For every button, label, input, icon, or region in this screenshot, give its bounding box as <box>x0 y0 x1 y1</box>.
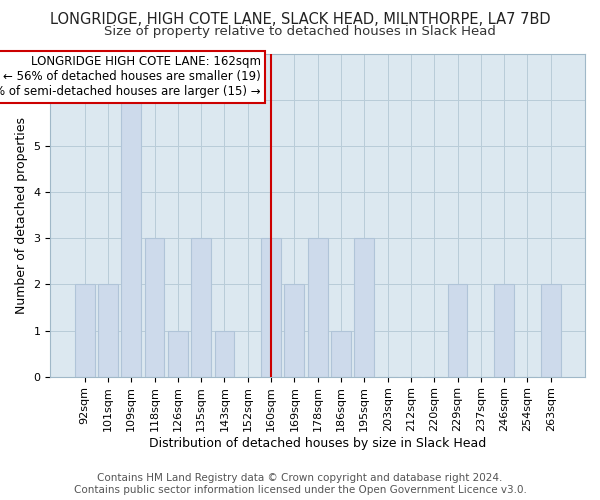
Bar <box>191 238 211 376</box>
Text: LONGRIDGE HIGH COTE LANE: 162sqm
← 56% of detached houses are smaller (19)
44% o: LONGRIDGE HIGH COTE LANE: 162sqm ← 56% o… <box>0 56 260 98</box>
Bar <box>541 284 561 376</box>
Bar <box>215 330 235 376</box>
Bar <box>121 100 141 376</box>
Bar <box>308 238 328 376</box>
Text: Contains HM Land Registry data © Crown copyright and database right 2024.
Contai: Contains HM Land Registry data © Crown c… <box>74 474 526 495</box>
Bar <box>261 238 281 376</box>
Bar <box>145 238 164 376</box>
Bar <box>355 238 374 376</box>
Bar <box>494 284 514 376</box>
Bar <box>284 284 304 376</box>
Bar <box>448 284 467 376</box>
Bar <box>331 330 351 376</box>
Bar <box>98 284 118 376</box>
Text: Size of property relative to detached houses in Slack Head: Size of property relative to detached ho… <box>104 25 496 38</box>
Bar <box>168 330 188 376</box>
Y-axis label: Number of detached properties: Number of detached properties <box>15 117 28 314</box>
X-axis label: Distribution of detached houses by size in Slack Head: Distribution of detached houses by size … <box>149 437 487 450</box>
Bar <box>75 284 95 376</box>
Text: LONGRIDGE, HIGH COTE LANE, SLACK HEAD, MILNTHORPE, LA7 7BD: LONGRIDGE, HIGH COTE LANE, SLACK HEAD, M… <box>50 12 550 28</box>
